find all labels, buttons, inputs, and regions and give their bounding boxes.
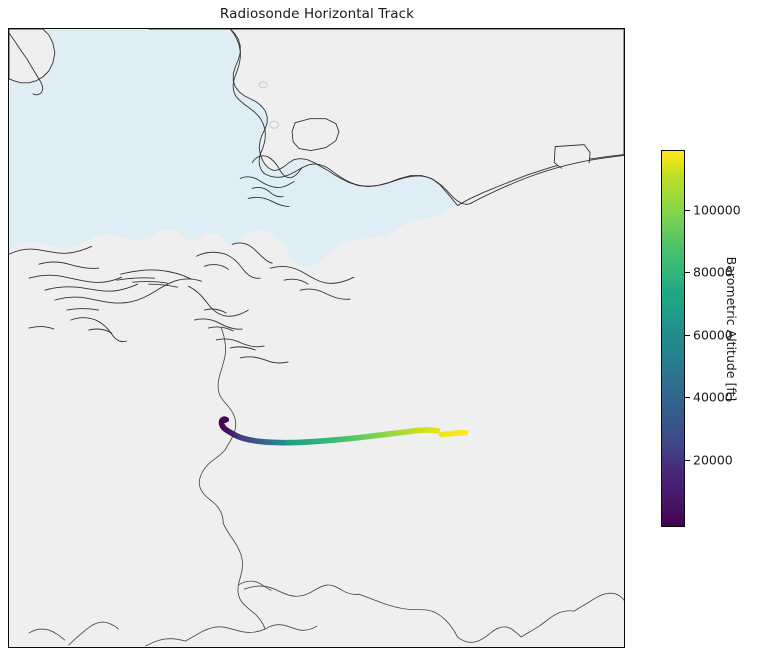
denmark-sweden-landmass (148, 29, 624, 206)
continental-europe-landmass (9, 158, 624, 647)
coastline-layer (9, 29, 624, 364)
colorbar-tick-100000 (685, 210, 690, 211)
land-layer (9, 29, 624, 647)
colorbar-tick-80000 (685, 272, 690, 273)
colorbar-ticklabel-80000: 80000 (693, 264, 733, 280)
sjaelland-island (291, 118, 340, 152)
colorbar-tick-40000 (685, 397, 690, 398)
track-start-marker (220, 416, 228, 424)
map-axes[interactable] (8, 28, 625, 648)
colorbar[interactable] (661, 150, 685, 527)
colorbar-ticklabel-60000: 60000 (693, 327, 733, 343)
colorbar-ticklabel-40000: 40000 (693, 389, 733, 405)
colorbar-tick-60000 (685, 335, 690, 336)
colorbar-axis-label: Barometric Altitude [ft] (724, 256, 739, 402)
map-canvas (9, 29, 624, 647)
small-island-north (258, 81, 268, 89)
small-island-mid (269, 120, 280, 129)
colorbar-ticklabel-20000: 20000 (693, 452, 733, 468)
page-title: Radiosonde Horizontal Track (219, 6, 415, 22)
border-layer (28, 327, 624, 647)
colorbar-ticklabel-100000: 100000 (693, 202, 741, 218)
radiosonde-track (218, 416, 469, 446)
colorbar-tick-20000 (685, 460, 690, 461)
scandinavia-landmass (9, 29, 56, 84)
